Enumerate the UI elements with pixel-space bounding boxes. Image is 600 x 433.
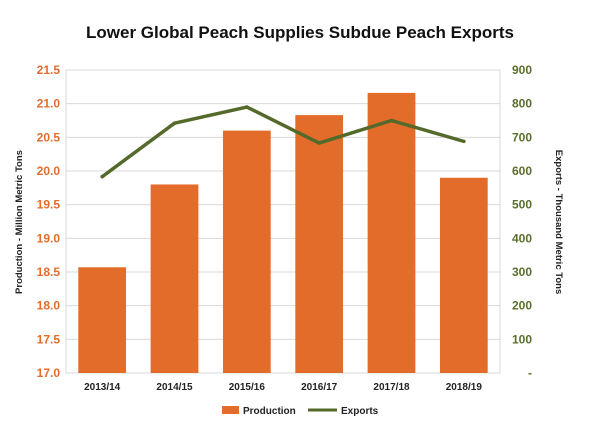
left-tick-label: 18.0 xyxy=(37,299,61,313)
right-tick-label: 200 xyxy=(512,299,532,313)
right-tick-label: 500 xyxy=(512,198,532,212)
exports-point xyxy=(245,105,249,109)
x-tick-label: 2018/19 xyxy=(446,382,483,393)
production-bar xyxy=(295,115,344,373)
production-bar xyxy=(439,177,488,373)
left-tick-label: 21.5 xyxy=(37,63,61,77)
left-tick-label: 19.0 xyxy=(37,231,61,245)
right-tick-label: 700 xyxy=(512,130,532,144)
x-tick-label: 2017/18 xyxy=(373,382,410,393)
legend-production-label: Production xyxy=(243,406,296,417)
exports-point xyxy=(317,141,321,145)
production-bar xyxy=(78,267,127,373)
x-tick-label: 2015/16 xyxy=(229,382,266,393)
production-bar xyxy=(367,92,416,373)
left-tick-label: 17.5 xyxy=(37,332,61,346)
left-axis-label: Production - Million Metric Tons xyxy=(14,150,25,294)
production-bars xyxy=(78,92,488,373)
right-tick-label: 300 xyxy=(512,265,532,279)
x-tick-label: 2016/17 xyxy=(301,382,338,393)
legend: Production Exports xyxy=(222,406,379,417)
left-tick-label: 19.5 xyxy=(37,198,61,212)
left-tick-label: 20.5 xyxy=(37,130,61,144)
exports-series-line xyxy=(101,105,465,179)
right-axis-label: Exports - Thousand Metric Tons xyxy=(553,150,564,294)
plot-area-frame xyxy=(65,69,501,374)
right-tick-label: 100 xyxy=(512,332,532,346)
x-tick-label: 2014/15 xyxy=(156,382,193,393)
right-tick-label: - xyxy=(528,366,532,380)
right-axis-ticks: - 100 200 300 400 500 600 700 800 900 xyxy=(512,63,532,380)
left-axis-ticks: 17.0 17.5 18.0 18.5 19.0 19.5 20.0 20.5 21.0 21.5 xyxy=(37,63,61,380)
exports-point xyxy=(100,174,104,179)
exports-point xyxy=(172,121,177,125)
right-tick-label: 900 xyxy=(512,63,532,77)
left-tick-label: 21.0 xyxy=(37,97,61,111)
x-tick-label: 2013/14 xyxy=(84,382,121,393)
exports-point xyxy=(389,118,394,123)
right-tick-label: 600 xyxy=(512,164,532,178)
legend-exports-label: Exports xyxy=(341,406,379,417)
left-tick-label: 20.0 xyxy=(37,164,61,178)
gridlines xyxy=(66,69,500,374)
production-bar xyxy=(150,184,199,373)
x-axis-ticks: 2013/14 2014/15 2015/16 2016/17 2017/18 2018/… xyxy=(84,382,482,393)
left-tick-label: 17.0 xyxy=(37,366,61,380)
right-tick-label: 800 xyxy=(512,97,532,111)
production-bar xyxy=(222,130,271,373)
exports-line xyxy=(100,105,466,179)
legend-production-swatch xyxy=(222,406,239,414)
left-tick-label: 18.5 xyxy=(37,265,61,279)
chart-title: Lower Global Peach Supplies Subdue Peach… xyxy=(86,23,514,42)
right-tick-label: 400 xyxy=(512,231,532,245)
exports-point xyxy=(462,139,466,144)
